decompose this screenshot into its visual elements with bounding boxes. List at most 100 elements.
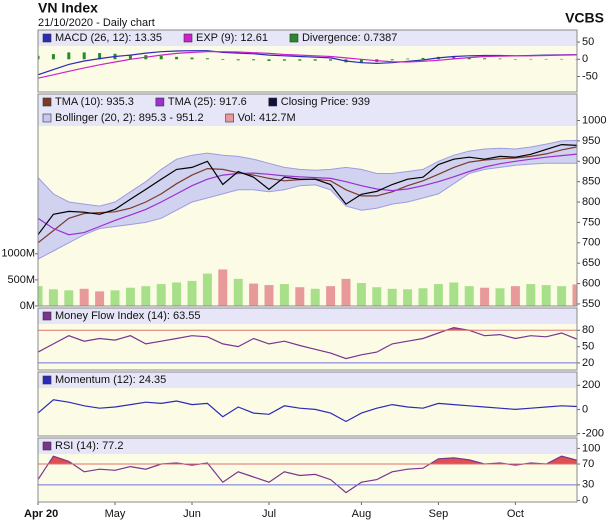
volume-bar bbox=[187, 280, 197, 306]
volume-bar bbox=[526, 284, 536, 306]
brand: VCBS bbox=[565, 10, 604, 26]
x-tick-label: Jun bbox=[183, 508, 201, 520]
legend-strip bbox=[38, 372, 577, 388]
series-line bbox=[38, 51, 577, 79]
plot-area bbox=[38, 50, 577, 79]
volume-bar bbox=[125, 287, 135, 306]
y-tick-label: 50 bbox=[582, 341, 594, 353]
legend-label: Money Flow Index (14): 63.55 bbox=[55, 310, 201, 322]
panel-border bbox=[37, 29, 578, 93]
volume-bar bbox=[449, 282, 459, 306]
divergence-bar bbox=[252, 59, 256, 61]
legend-label: Divergence: 0.7387 bbox=[302, 32, 397, 44]
panel: 550 600 650 700 750 800 850 900 950 1000 0M 500M 100… bbox=[1, 93, 606, 312]
divergence-bar bbox=[51, 54, 55, 60]
y-tick-label: 0 bbox=[582, 403, 588, 415]
divergence-bar bbox=[221, 59, 225, 60]
y-tick-label: 0 bbox=[582, 494, 588, 506]
plot-area bbox=[38, 455, 577, 494]
legend-swatch bbox=[42, 113, 52, 123]
y-tick-label: 200 bbox=[582, 379, 600, 391]
divergence-bar bbox=[544, 58, 548, 60]
divergence-bar bbox=[467, 57, 471, 60]
y-tick-label: 100 bbox=[582, 442, 600, 454]
divergence-bar bbox=[452, 56, 456, 60]
volume-bar bbox=[264, 285, 274, 306]
divergence-bar bbox=[267, 59, 271, 61]
plot-area bbox=[38, 326, 577, 364]
y-tick-label: 1000 bbox=[582, 114, 606, 126]
volume-bar bbox=[48, 289, 58, 306]
volume-bar bbox=[387, 288, 397, 306]
divergence-bar bbox=[483, 58, 487, 60]
divergence-bar bbox=[498, 58, 502, 60]
divergence-bar bbox=[159, 55, 163, 60]
x-tick-label: Jul bbox=[262, 508, 276, 520]
legend-label: RSI (14): 77.2 bbox=[55, 440, 123, 452]
divergence-bar bbox=[421, 57, 425, 60]
volume-bar bbox=[295, 287, 305, 306]
chart-title: VN Index bbox=[38, 0, 98, 16]
legend-swatch bbox=[289, 33, 299, 43]
chart-subtitle: 21/10/2020 - Daily chart bbox=[38, 17, 155, 29]
volume-bar bbox=[356, 283, 366, 306]
volume-bar bbox=[510, 286, 520, 306]
volume-bar bbox=[79, 288, 89, 306]
legend-label: Bollinger (20, 2): 895.3 - 951.2 bbox=[55, 112, 204, 124]
legend-swatch bbox=[42, 311, 52, 321]
y2-tick-label: 1000M bbox=[1, 248, 35, 260]
volume-bar bbox=[464, 286, 474, 306]
volume-bar bbox=[480, 287, 490, 306]
volume-bar bbox=[403, 289, 413, 306]
legend-strip bbox=[38, 438, 577, 454]
x-tick-label: May bbox=[105, 508, 126, 520]
legend-label: Momentum (12): 24.35 bbox=[55, 374, 166, 386]
divergence-bar bbox=[390, 59, 394, 61]
legend-label: TMA (25): 917.6 bbox=[168, 96, 247, 108]
legend-swatch bbox=[42, 441, 52, 451]
divergence-bar bbox=[560, 58, 564, 60]
y-tick-label: 850 bbox=[582, 176, 600, 188]
legend-strip bbox=[38, 30, 577, 46]
legend-strip bbox=[38, 94, 577, 126]
divergence-bar bbox=[282, 59, 286, 61]
divergence-bar bbox=[529, 58, 533, 60]
divergence-bar bbox=[236, 59, 240, 61]
y-tick-label: -200 bbox=[582, 427, 604, 439]
volume-bar bbox=[141, 286, 151, 306]
y-tick-label: 70 bbox=[582, 458, 594, 470]
divergence-bar bbox=[329, 59, 333, 61]
y-tick-label: 20 bbox=[582, 357, 594, 369]
overbought-area bbox=[38, 456, 577, 465]
divergence-bar bbox=[313, 59, 317, 61]
bollinger-band bbox=[38, 139, 577, 260]
legend-swatch bbox=[225, 113, 234, 123]
y-tick-label: 80 bbox=[582, 324, 594, 336]
legend-label: Vol: 412.7M bbox=[238, 112, 296, 124]
volume-bar bbox=[172, 282, 182, 306]
legend-swatch bbox=[155, 97, 165, 107]
panel: 200 0 -200 Momentum (12): 24.35 bbox=[37, 371, 604, 439]
series-line bbox=[38, 153, 577, 236]
y-tick-label: 30 bbox=[582, 479, 594, 491]
volume-bar bbox=[156, 284, 166, 306]
y-tick-label: 600 bbox=[582, 277, 600, 289]
volume-bar bbox=[202, 273, 212, 306]
volume-bar bbox=[495, 288, 505, 306]
volume-bar bbox=[218, 269, 228, 306]
panel: 50 0 -50 MACD (26, 12): 13.35 EXP (9): 12.61… bbox=[37, 29, 598, 93]
volume-bar bbox=[279, 284, 289, 306]
legend-swatch bbox=[268, 97, 278, 107]
volume-bar bbox=[233, 278, 243, 306]
y-tick-label: 0 bbox=[582, 53, 588, 65]
volume-bar bbox=[326, 286, 336, 306]
series-line bbox=[38, 143, 577, 236]
volume-bar bbox=[95, 291, 105, 306]
divergence-bar bbox=[175, 56, 179, 60]
y-tick-label: 700 bbox=[582, 237, 600, 249]
legend-label: Closing Price: 939 bbox=[281, 96, 370, 108]
volume-bar bbox=[372, 287, 382, 306]
series-line bbox=[38, 50, 577, 76]
divergence-bar bbox=[128, 55, 132, 60]
